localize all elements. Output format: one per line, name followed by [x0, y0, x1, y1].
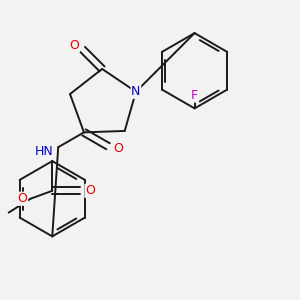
Text: O: O	[70, 39, 80, 52]
Text: N: N	[131, 85, 141, 98]
Text: O: O	[18, 192, 28, 205]
Text: F: F	[191, 89, 198, 102]
Text: HN: HN	[35, 145, 54, 158]
Text: O: O	[113, 142, 123, 155]
Text: O: O	[85, 184, 95, 197]
